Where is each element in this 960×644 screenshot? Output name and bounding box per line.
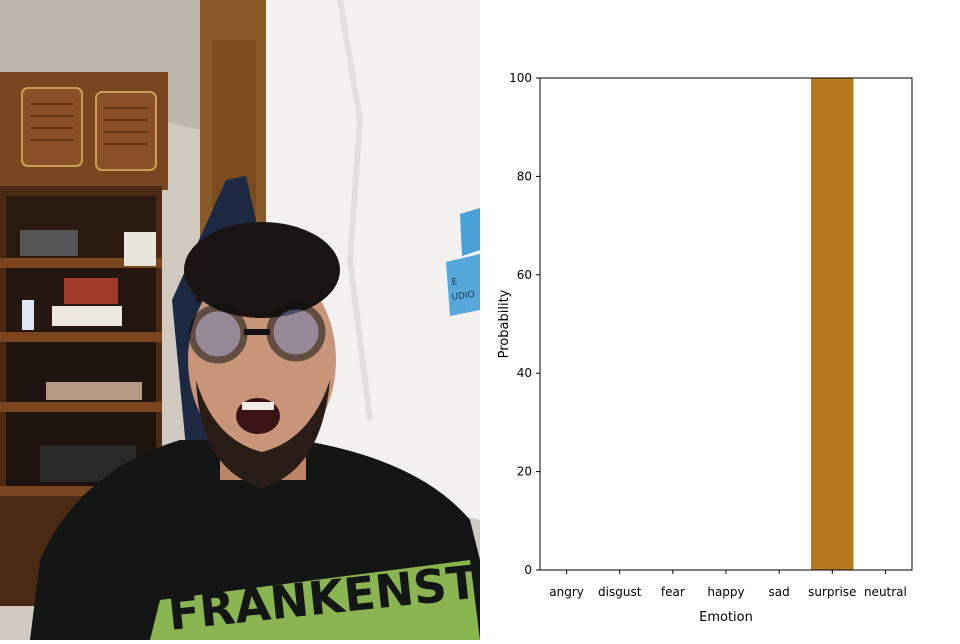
- x-tick-label-sad: sad: [769, 585, 790, 599]
- bars-group: [811, 78, 854, 570]
- y-tick-label: 60: [517, 268, 532, 282]
- chart-panel: 0 20 40 60 80 100 angry disgust fear happy sad sur…: [480, 0, 960, 640]
- emotion-bar-chart: 0 20 40 60 80 100 angry disgust fear happy sad sur…: [497, 71, 913, 625]
- x-tick-label-surprise: surprise: [808, 585, 856, 599]
- x-axis-label: Emotion: [699, 610, 753, 625]
- y-tick-label: 80: [517, 169, 532, 183]
- x-tick-label-angry: angry: [549, 585, 584, 599]
- webcam-photo: E UDIO FRANKENSTEIN: [0, 0, 480, 640]
- x-axis-ticks: angry disgust fear happy sad surprise neutral: [549, 570, 907, 599]
- y-tick-label: 0: [524, 563, 532, 577]
- glasses-right-lens: [266, 302, 326, 362]
- svg-text:E: E: [451, 277, 458, 288]
- y-axis-ticks: 0 20 40 60 80 100: [509, 71, 540, 577]
- x-tick-label-neutral: neutral: [864, 585, 907, 599]
- y-tick-label: 20: [517, 465, 532, 479]
- photo-illustration: E UDIO FRANKENSTEIN: [0, 0, 480, 640]
- svg-text:UDIO: UDIO: [451, 290, 475, 303]
- glasses-left-lens: [188, 304, 248, 364]
- y-tick-label: 40: [517, 366, 532, 380]
- plot-frame: [539, 77, 913, 571]
- x-tick-label-fear: fear: [661, 585, 685, 599]
- sticky-note: [446, 254, 480, 316]
- y-tick-label: 100: [509, 71, 532, 85]
- x-tick-label-happy: happy: [707, 585, 744, 599]
- y-axis-label: Probability: [497, 289, 512, 358]
- ceiling: [0, 0, 240, 130]
- hair: [184, 222, 340, 318]
- bar-surprise: [811, 78, 854, 570]
- x-tick-label-disgust: disgust: [598, 585, 642, 599]
